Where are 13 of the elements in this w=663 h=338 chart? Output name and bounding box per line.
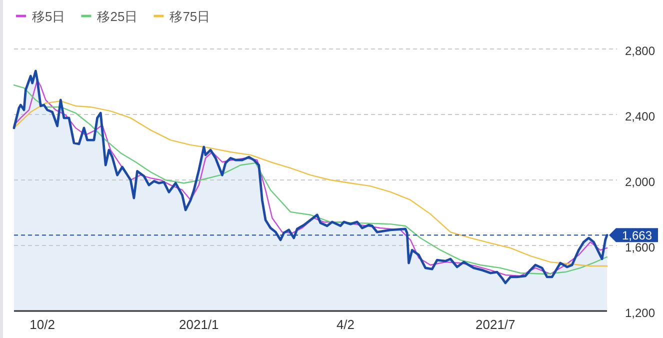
x-tick-label: 4/2 xyxy=(336,317,355,332)
x-tick-label: 2021/7 xyxy=(476,317,516,332)
y-tick-label: 2,400 xyxy=(624,110,656,124)
x-tick-label: 10/2 xyxy=(30,317,55,332)
legend-label: 移25日 xyxy=(97,9,138,24)
x-tick-label: 2021/1 xyxy=(179,317,219,332)
y-tick-label: 1,200 xyxy=(624,306,656,320)
y-tick-label: 1,600 xyxy=(624,240,656,254)
legend-label: 移75日 xyxy=(170,9,210,24)
y-tick-label: 2,800 xyxy=(624,44,656,58)
ref-line-label: 1,663 xyxy=(622,228,652,243)
legend-label: 移5日 xyxy=(32,9,66,24)
y-tick-label: 2,000 xyxy=(624,175,656,189)
